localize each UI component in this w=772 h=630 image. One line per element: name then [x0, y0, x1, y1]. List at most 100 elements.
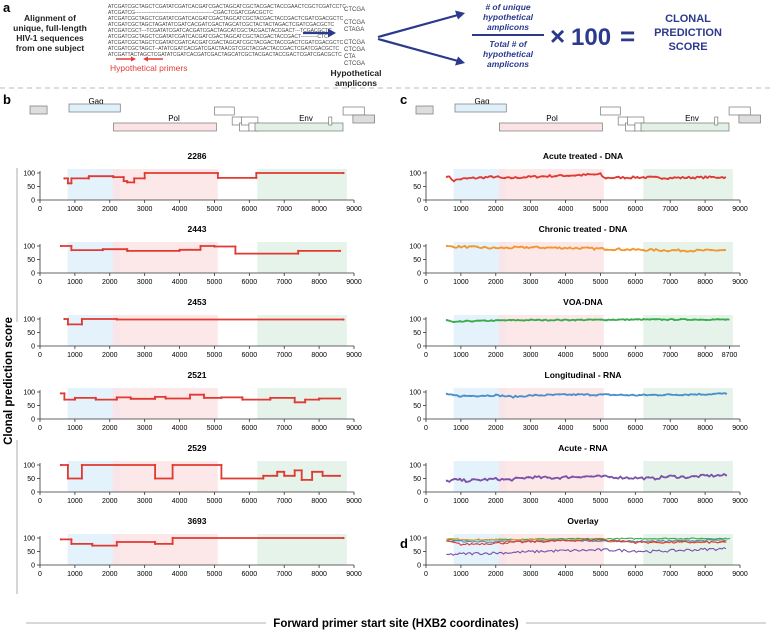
genome-box: [499, 122, 603, 132]
data-point: [675, 393, 678, 396]
x-tick-label: 5000: [593, 425, 609, 432]
data-point: [602, 548, 604, 550]
data-point: [63, 177, 66, 180]
fork-arrow-up: [377, 13, 459, 39]
data-point: [535, 318, 539, 321]
y-tick-label: 50: [413, 476, 421, 483]
x-tick-label: 1000: [67, 206, 83, 213]
data-point: [634, 476, 637, 479]
gag-label: Gag: [88, 97, 103, 106]
amplicon-seq: CTCGA: [344, 20, 365, 26]
genome-region-shade: [67, 242, 120, 273]
data-point: [630, 177, 633, 180]
data-point: [686, 318, 689, 321]
data-point: [679, 318, 682, 321]
data-point: [293, 396, 296, 399]
denominator-line: amplicons: [487, 59, 529, 69]
x-tick-label: 1000: [67, 425, 83, 432]
x-tick-label: 8700: [722, 352, 738, 359]
data-point: [483, 477, 487, 480]
data-point: [634, 542, 636, 545]
data-point: [627, 551, 629, 553]
y-tick-label: 50: [27, 403, 35, 410]
x-tick-label: 2000: [488, 279, 504, 286]
data-point: [497, 175, 500, 178]
data-point: [80, 317, 83, 321]
data-point: [653, 540, 655, 542]
data-point: [679, 177, 682, 180]
data-point: [452, 539, 454, 541]
data-point: [471, 320, 474, 323]
data-point: [293, 469, 296, 472]
panel-a: a Alignment of unique, full-length HIV-1…: [3, 0, 722, 88]
data-point: [558, 477, 562, 480]
data-point: [604, 177, 608, 180]
data-point: [483, 543, 485, 546]
data-line: [446, 245, 727, 253]
data-point: [241, 396, 244, 399]
data-point: [628, 541, 630, 543]
data-point: [589, 538, 591, 540]
data-point: [698, 176, 701, 179]
x-tick-label: 7000: [276, 571, 292, 578]
data-point: [543, 247, 547, 250]
genome-box: [29, 105, 48, 115]
data-point: [723, 540, 725, 542]
data-point: [599, 318, 602, 321]
data-point: [700, 539, 702, 541]
data-point: [484, 175, 487, 179]
data-point: [717, 318, 721, 321]
data-point: [115, 318, 118, 321]
data-point: [321, 474, 324, 477]
result-line: PREDICTION: [654, 27, 722, 39]
data-point: [483, 319, 487, 322]
data-point: [583, 475, 587, 478]
x-tick-label: 9000: [732, 571, 748, 578]
y-tick-label: 0: [31, 271, 35, 278]
x-tick-label: 7000: [276, 425, 292, 432]
data-point: [484, 552, 486, 554]
data-point: [719, 540, 721, 543]
x-tick-label: 7000: [662, 425, 678, 432]
data-point: [621, 477, 624, 480]
times-symbol: ×: [550, 21, 565, 51]
x-tick-label: 7000: [276, 352, 292, 359]
genome-region-shade: [67, 461, 120, 492]
x-tick-label: 0: [38, 352, 42, 359]
data-point: [66, 182, 69, 185]
data-point: [681, 394, 684, 397]
pol-label: Pol: [168, 114, 180, 123]
data-point: [143, 171, 146, 175]
data-point: [608, 537, 610, 540]
y-tick-label: 0: [31, 490, 35, 497]
genome-region-shade: [643, 242, 733, 273]
data-point: [199, 244, 202, 248]
data-point: [636, 176, 639, 179]
data-point: [607, 393, 610, 396]
data-point: [262, 474, 265, 477]
data-point: [619, 393, 623, 396]
data-point: [489, 543, 492, 545]
data-point: [452, 320, 455, 324]
data-point: [342, 171, 345, 175]
sequence-alignment: ATCGATCGCTAGCTCGATATCGATCACGATCGACTAGCAT…: [108, 4, 346, 58]
x-tick-label: 6000: [628, 206, 644, 213]
data-point: [477, 319, 480, 322]
env-label: Env: [685, 114, 699, 123]
data-point: [550, 246, 553, 249]
data-point: [445, 479, 448, 482]
data-point: [722, 176, 726, 180]
data-point: [255, 171, 258, 175]
data-point: [464, 319, 467, 322]
data-point: [718, 474, 721, 477]
data-point: [648, 175, 651, 178]
data-point: [632, 393, 635, 396]
data-point: [597, 538, 599, 541]
gag-label: Gag: [474, 97, 489, 106]
data-point: [471, 541, 473, 543]
data-point: [710, 541, 712, 543]
data-point: [636, 540, 639, 542]
x-tick-label: 5000: [207, 571, 223, 578]
